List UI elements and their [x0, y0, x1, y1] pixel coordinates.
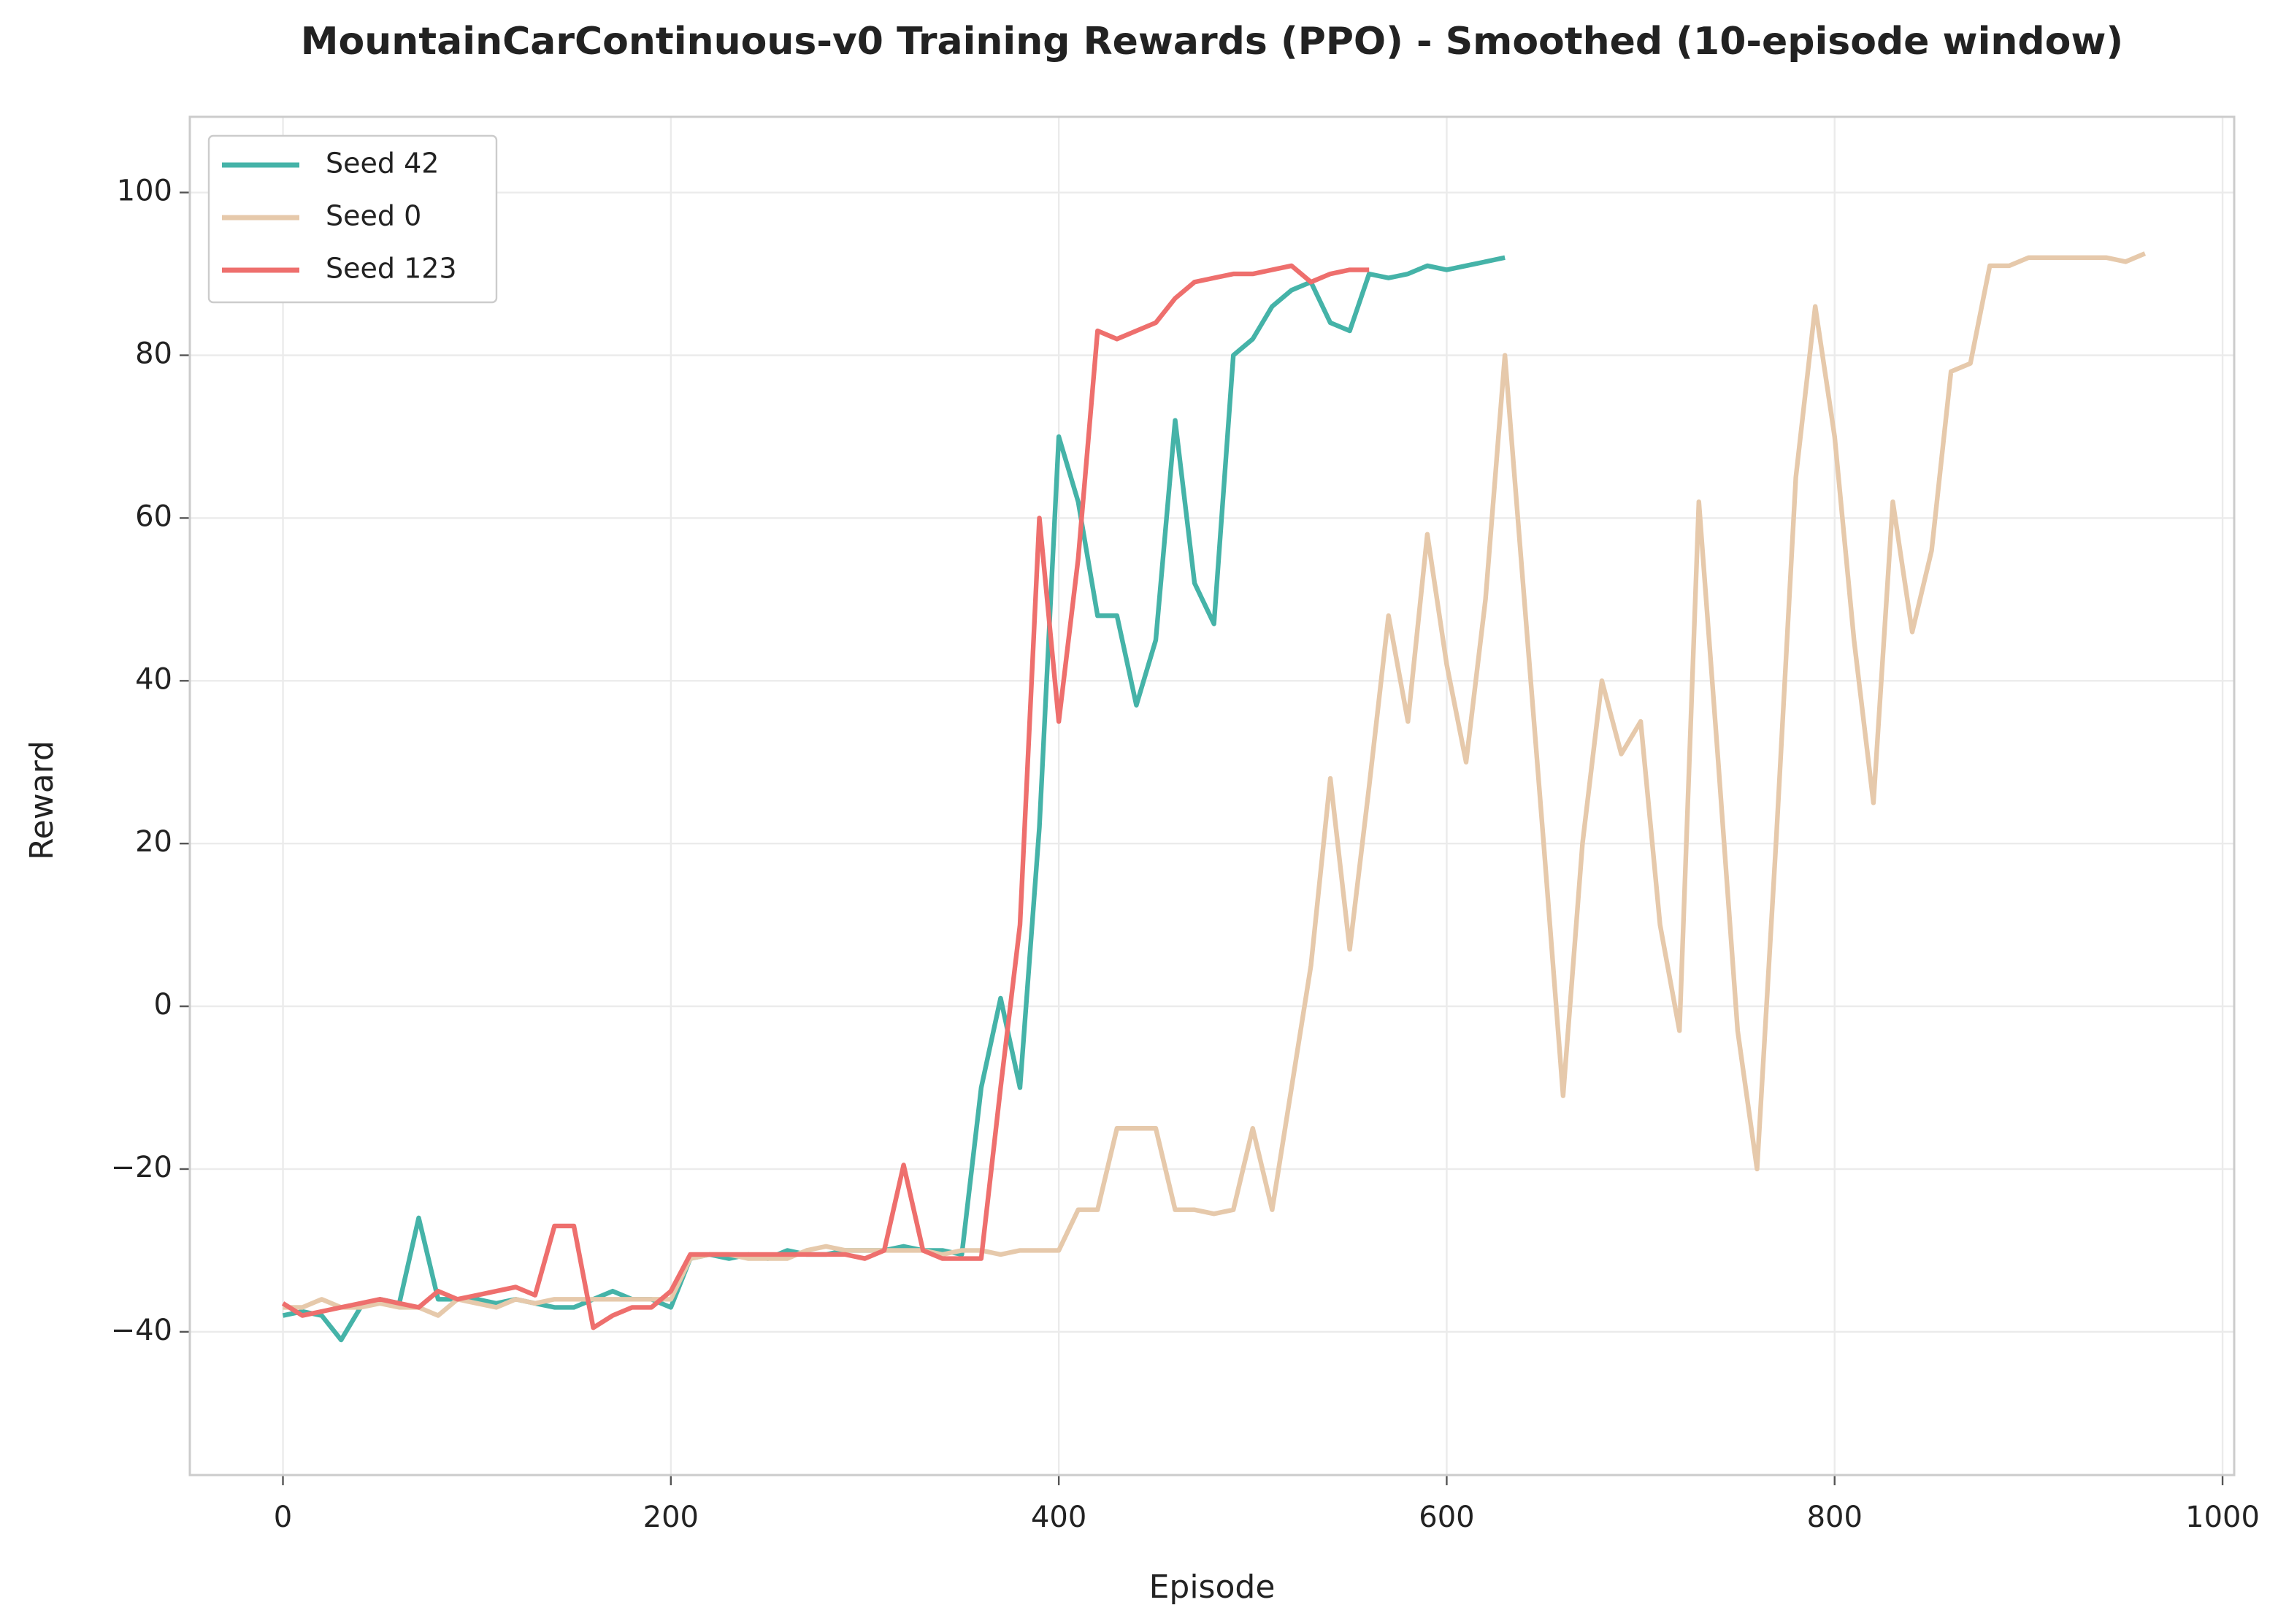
- series-line: [281, 263, 1370, 1330]
- x-tick-label: 0: [274, 1501, 292, 1534]
- legend-label: Seed 123: [326, 253, 457, 285]
- x-tick-label: 400: [1031, 1501, 1086, 1534]
- legend-label: Seed 0: [326, 200, 421, 232]
- x-axis-label: Episode: [1149, 1569, 1276, 1606]
- y-tick-label: 80: [135, 337, 172, 371]
- x-tick-label: 1000: [2185, 1501, 2260, 1534]
- y-tick-label: −20: [111, 1151, 172, 1184]
- legend-label: Seed 42: [326, 148, 439, 180]
- chart-title: MountainCarContinuous-v0 Training Reward…: [301, 20, 2123, 64]
- y-axis-label: Reward: [23, 740, 61, 860]
- series-line: [283, 251, 2147, 1318]
- y-tick-label: 20: [135, 825, 172, 859]
- x-tick-label: 200: [643, 1501, 699, 1534]
- y-tick-label: 100: [117, 175, 172, 208]
- x-tick-label: 800: [1807, 1501, 1863, 1534]
- y-tick-label: 40: [135, 662, 172, 696]
- y-tick-label: −40: [111, 1314, 172, 1347]
- y-tick-label: 60: [135, 499, 172, 533]
- y-tick-label: 0: [154, 988, 172, 1022]
- x-tick-label: 600: [1419, 1501, 1474, 1534]
- legend-box: [207, 134, 498, 304]
- plot-frame: [188, 115, 2236, 1476]
